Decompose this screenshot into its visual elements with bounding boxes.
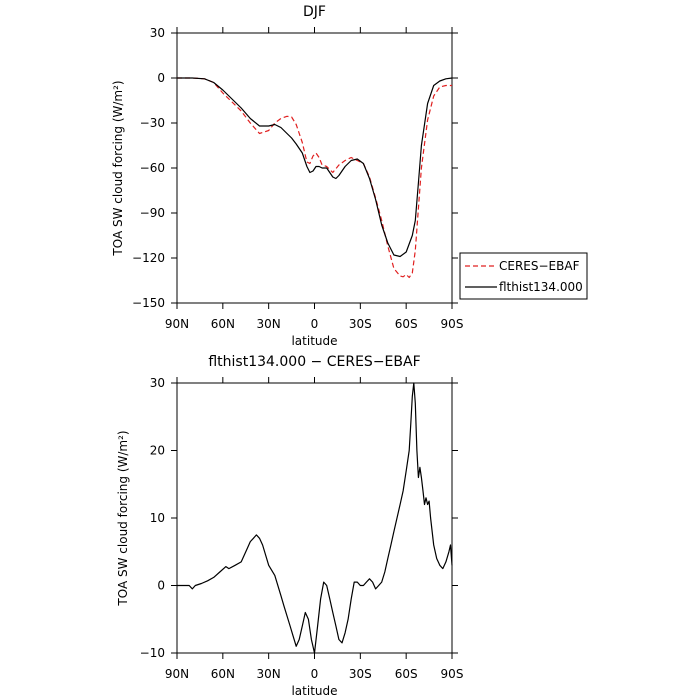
bottom-axis-ticks: 90N 60N 30N 0 30S 60S 90S 30 20 10 0 −10 bbox=[140, 376, 464, 681]
bottom-x-tick-label: 60N bbox=[211, 667, 235, 681]
top-y-tick-label: 0 bbox=[157, 71, 165, 85]
bottom-y-tick-label: 10 bbox=[150, 511, 165, 525]
top-y-tick-label: −120 bbox=[132, 251, 165, 265]
bottom-x-tick-label: 0 bbox=[311, 667, 319, 681]
top-x-tick-label: 60S bbox=[395, 317, 418, 331]
bottom-y-tick-label: −10 bbox=[140, 646, 165, 660]
legend-label-ceres: CERES−EBAF bbox=[499, 259, 580, 273]
bottom-chart-title: flthist134.000 − CERES−EBAF bbox=[208, 354, 420, 370]
top-x-tick-label: 90S bbox=[441, 317, 464, 331]
bottom-x-tick-label: 60S bbox=[395, 667, 418, 681]
legend-box bbox=[459, 252, 588, 300]
bottom-x-tick-label: 30N bbox=[257, 667, 281, 681]
top-series-line-1 bbox=[177, 77, 453, 258]
top-y-tick-label: −150 bbox=[132, 296, 165, 310]
top-series-line-0 bbox=[177, 77, 452, 279]
top-y-tick-label: −60 bbox=[140, 161, 165, 175]
legend: CERES−EBAF flthist134.000 bbox=[459, 252, 588, 300]
top-y-tick-label: −90 bbox=[140, 206, 165, 220]
bottom-series-line-0 bbox=[177, 382, 453, 654]
bottom-y-tick-label: 20 bbox=[150, 444, 165, 458]
top-x-axis-label: latitude bbox=[291, 334, 337, 348]
top-y-axis-label: TOA SW cloud forcing (W/m²) bbox=[111, 80, 125, 256]
top-series-group bbox=[177, 77, 453, 279]
top-axis-ticks: 90N 60N 30N 0 30S 60S 90S 30 0 −30 −60 −90 −120 −150 bbox=[132, 26, 463, 331]
top-x-tick-label: 60N bbox=[211, 317, 235, 331]
bottom-y-axis-label: TOA SW cloud forcing (W/m²) bbox=[116, 430, 130, 606]
top-y-tick-label: −30 bbox=[140, 116, 165, 130]
top-x-tick-label: 90N bbox=[165, 317, 189, 331]
legend-label-model: flthist134.000 bbox=[499, 280, 583, 294]
bottom-x-tick-label: 90N bbox=[165, 667, 189, 681]
top-x-tick-label: 30S bbox=[349, 317, 372, 331]
bottom-x-tick-label: 90S bbox=[441, 667, 464, 681]
top-x-tick-label: 0 bbox=[311, 317, 319, 331]
bottom-series-group bbox=[177, 382, 453, 654]
bottom-x-axis-label: latitude bbox=[291, 684, 337, 698]
top-y-tick-label: 30 bbox=[150, 26, 165, 40]
top-x-tick-label: 30N bbox=[257, 317, 281, 331]
bottom-y-tick-label: 0 bbox=[157, 579, 165, 593]
bottom-x-tick-label: 30S bbox=[349, 667, 372, 681]
top-chart-title: DJF bbox=[303, 4, 326, 20]
bottom-y-tick-label: 30 bbox=[150, 376, 165, 390]
